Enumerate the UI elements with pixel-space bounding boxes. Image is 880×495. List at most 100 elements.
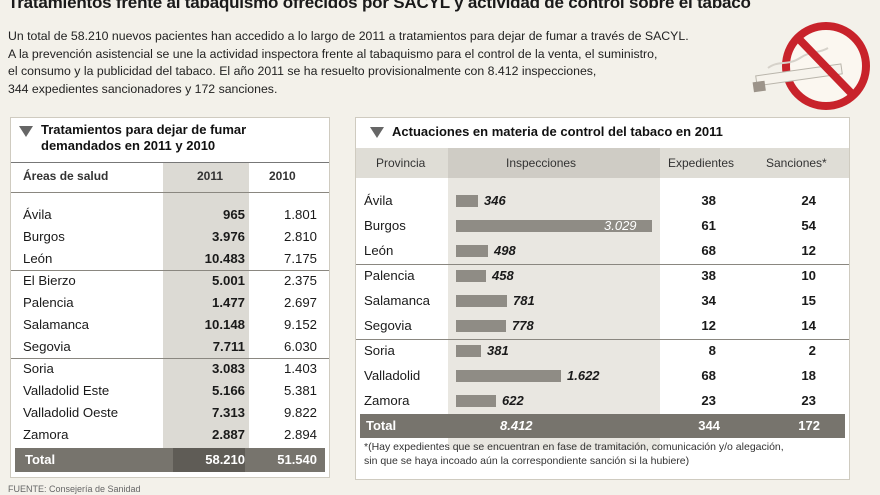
value-2011: 7.313 <box>211 405 245 420</box>
province-name: Salamanca <box>364 293 430 308</box>
sanciones-value: 14 <box>801 318 816 333</box>
area-name: Valladolid Oeste <box>23 405 119 420</box>
total-row: Total 58.210 51.540 <box>15 448 325 472</box>
header-2011: 2011 <box>197 169 224 183</box>
table-row: Zamora 2.887 2.894 <box>23 424 321 446</box>
intro-line: A la prevención asistencial se une la ac… <box>8 46 658 61</box>
total-inspecciones: 8.412 <box>500 418 533 433</box>
table-row: León 10.483 7.175 <box>23 248 321 270</box>
table-row: El Bierzo 5.001 2.375 <box>23 270 321 292</box>
value-2011: 2.887 <box>211 427 245 442</box>
triangle-marker-icon <box>19 126 33 137</box>
area-name: Zamora <box>23 427 69 442</box>
expedientes-value: 23 <box>701 393 716 408</box>
value-2011: 965 <box>222 207 245 222</box>
inspections-value: 458 <box>492 268 514 283</box>
inspections-value: 622 <box>502 393 524 408</box>
expedientes-value: 68 <box>701 368 716 383</box>
table-row: Soria 381 8 2 <box>356 340 849 362</box>
inspections-value: 778 <box>512 318 534 333</box>
inspections-value: 498 <box>494 243 516 258</box>
area-name: El Bierzo <box>23 273 76 288</box>
tobacco-control-panel: Actuaciones en materia de control del ta… <box>355 117 850 480</box>
sanciones-value: 12 <box>801 243 816 258</box>
footnote-line: *(Hay expedientes que se encuentran en f… <box>364 441 784 453</box>
expedientes-value: 68 <box>701 243 716 258</box>
total-label: Total <box>25 452 56 467</box>
header-sanciones: Sanciones* <box>766 156 827 170</box>
value-2011: 1.477 <box>211 295 245 310</box>
inspections-bar <box>456 245 488 257</box>
value-2011: 10.483 <box>204 251 245 266</box>
value-2010: 2.697 <box>283 295 317 310</box>
area-name: Ávila <box>23 207 52 222</box>
table-row: Ávila 346 38 24 <box>356 190 849 212</box>
value-2011: 7.711 <box>212 339 245 354</box>
inspections-bar <box>456 345 481 357</box>
value-2010: 9.822 <box>283 405 317 420</box>
value-2011: 5.166 <box>211 383 245 398</box>
inspections-value: 381 <box>487 343 509 358</box>
intro-line: el consumo y la publicidad del tabaco. E… <box>8 64 597 78</box>
value-2010: 2.894 <box>283 427 317 442</box>
province-name: Burgos <box>364 218 406 233</box>
table-row: León 498 68 12 <box>356 240 849 262</box>
table-row: Palencia 458 38 10 <box>356 265 849 287</box>
intro-text: Un total de 58.210 nuevos pacientes han … <box>8 28 748 98</box>
area-name: León <box>23 251 53 266</box>
footnote: *(Hay expedientes que se encuentran en f… <box>364 440 844 468</box>
inspections-bar <box>456 270 486 282</box>
treatments-panel: Tratamientos para dejar de fumar demanda… <box>10 117 330 478</box>
value-2010: 9.152 <box>283 317 317 332</box>
province-name: León <box>364 243 394 258</box>
province-name: Palencia <box>364 268 415 283</box>
value-2011: 3.976 <box>211 229 245 244</box>
province-name: Segovia <box>364 318 412 333</box>
control-title: Actuaciones en materia de control del ta… <box>392 124 723 139</box>
value-2010: 1.801 <box>283 207 317 222</box>
expedientes-value: 38 <box>701 268 716 283</box>
treatments-title: Tratamientos para dejar de fumar demanda… <box>41 122 246 154</box>
header-expedientes: Expedientes <box>668 156 735 170</box>
table-row: Burgos 3.976 2.810 <box>23 226 321 248</box>
treatments-title-line: Tratamientos para dejar de fumar <box>41 122 247 137</box>
total-sanciones: 172 <box>798 418 820 433</box>
value-2010: 1.403 <box>283 361 317 376</box>
no-smoking-icon <box>752 22 870 110</box>
inspections-bar <box>456 295 507 307</box>
expedientes-value: 34 <box>701 293 716 308</box>
inspections-bar <box>456 195 478 207</box>
expedientes-value: 61 <box>701 218 716 233</box>
page-title: Tratamientos frente al tabaquismo ofreci… <box>8 0 751 12</box>
inspections-bar <box>456 370 561 382</box>
table-row: Soria 3.083 1.403 <box>23 358 321 380</box>
table-row: Palencia 1.477 2.697 <box>23 292 321 314</box>
table-row: Burgos 3.029 61 54 <box>356 215 849 237</box>
area-name: Segovia <box>23 339 71 354</box>
area-name: Valladolid Este <box>23 383 110 398</box>
total-row: Total 8.412 344 172 <box>360 414 845 438</box>
sanciones-value: 2 <box>808 343 816 358</box>
inspections-bar <box>456 320 506 332</box>
expedientes-value: 38 <box>701 193 716 208</box>
value-2010: 7.175 <box>283 251 317 266</box>
sanciones-value: 54 <box>801 218 816 233</box>
value-2010: 2.810 <box>283 229 317 244</box>
value-2011: 3.083 <box>211 361 245 376</box>
header-inspecciones: Inspecciones <box>506 156 577 170</box>
sanciones-value: 23 <box>801 393 816 408</box>
area-name: Soria <box>23 361 54 376</box>
table-row: Ávila 965 1.801 <box>23 204 321 226</box>
value-2010: 5.381 <box>283 383 317 398</box>
table-row: Salamanca 781 34 15 <box>356 290 849 312</box>
table-row: Valladolid Oeste 7.313 9.822 <box>23 402 321 424</box>
inspections-bar <box>456 220 652 232</box>
header-areas: Áreas de salud <box>23 169 109 183</box>
table-row: Segovia 778 12 14 <box>356 315 849 337</box>
header-band-inspections <box>448 148 660 178</box>
area-name: Burgos <box>23 229 65 244</box>
area-name: Palencia <box>23 295 74 310</box>
sanciones-value: 18 <box>801 368 816 383</box>
intro-line: 344 expedientes sancionadores y 172 sanc… <box>8 81 278 96</box>
inspections-bar <box>456 395 496 407</box>
